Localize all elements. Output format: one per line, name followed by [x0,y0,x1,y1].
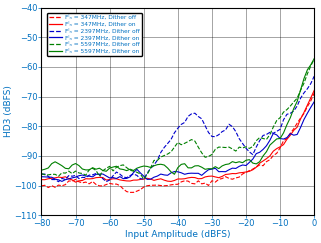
Fᴵₙ = 347MHz, Dither on [39,178,43,181]
Fᴵₙ = 5597MHz, Dither on [213,165,217,168]
Fᴵₙ = 5597MHz, Dither on [265,150,268,153]
Fᴵₙ = 2397MHz, Dither off [278,128,282,131]
Line: Fᴵₙ = 2397MHz, Dither on: Fᴵₙ = 2397MHz, Dither on [41,102,314,182]
Fᴵₙ = 5597MHz, Dither on [39,169,43,172]
Fᴵₙ = 2397MHz, Dither on [193,172,197,175]
Fᴵₙ = 5597MHz, Dither on [312,57,316,60]
Fᴵₙ = 2397MHz, Dither on [265,144,268,147]
Fᴵₙ = 5597MHz, Dither off [213,148,217,151]
Fᴵₙ = 5597MHz, Dither off [288,104,292,107]
Fᴵₙ = 2397MHz, Dither off [213,135,217,138]
Fᴵₙ = 2397MHz, Dither on [278,137,282,140]
Fᴵₙ = 2397MHz, Dither on [39,175,43,178]
Fᴵₙ = 5597MHz, Dither on [193,165,197,167]
Fᴵₙ = 347MHz, Dither on [288,134,292,137]
Fᴵₙ = 347MHz, Dither off [213,181,217,183]
Fᴵₙ = 2397MHz, Dither off [39,173,43,176]
Line: Fᴵₙ = 2397MHz, Dither off: Fᴵₙ = 2397MHz, Dither off [41,76,314,182]
Fᴵₙ = 347MHz, Dither off [312,92,316,95]
Fᴵₙ = 2397MHz, Dither off [244,147,248,150]
Legend: Fᴵₙ = 347MHz, Dither off, Fᴵₙ = 347MHz, Dither on, Fᴵₙ = 2397MHz, Dither off, Fᴵ: Fᴵₙ = 347MHz, Dither off, Fᴵₙ = 347MHz, … [47,13,142,56]
Fᴵₙ = 347MHz, Dither off [244,171,248,174]
Fᴵₙ = 5597MHz, Dither off [193,140,197,143]
Fᴵₙ = 5597MHz, Dither on [278,137,282,140]
Fᴵₙ = 2397MHz, Dither on [213,167,217,170]
X-axis label: Input Amplitude (dBFS): Input Amplitude (dBFS) [125,230,230,239]
Fᴵₙ = 347MHz, Dither on [265,157,268,160]
Fᴵₙ = 5597MHz, Dither off [142,178,146,181]
Fᴵₙ = 5597MHz, Dither off [265,138,268,141]
Line: Fᴵₙ = 5597MHz, Dither off: Fᴵₙ = 5597MHz, Dither off [41,59,314,179]
Fᴵₙ = 347MHz, Dither off [278,146,282,149]
Fᴵₙ = 2397MHz, Dither off [312,75,316,78]
Y-axis label: HD3 (dBFS): HD3 (dBFS) [4,86,13,137]
Fᴵₙ = 5597MHz, Dither off [312,58,316,61]
Fᴵₙ = 2397MHz, Dither on [288,132,292,135]
Fᴵₙ = 2397MHz, Dither on [312,100,316,103]
Fᴵₙ = 2397MHz, Dither off [265,133,268,136]
Fᴵₙ = 5597MHz, Dither off [278,116,282,119]
Fᴵₙ = 2397MHz, Dither off [193,112,197,115]
Fᴵₙ = 347MHz, Dither on [244,171,248,174]
Fᴵₙ = 5597MHz, Dither off [244,145,248,148]
Fᴵₙ = 2397MHz, Dither off [56,180,60,183]
Fᴵₙ = 347MHz, Dither off [193,182,197,185]
Line: Fᴵₙ = 5597MHz, Dither on: Fᴵₙ = 5597MHz, Dither on [41,59,314,174]
Fᴵₙ = 2397MHz, Dither on [60,180,64,183]
Fᴵₙ = 5597MHz, Dither off [39,172,43,175]
Fᴵₙ = 5597MHz, Dither on [244,159,248,162]
Line: Fᴵₙ = 347MHz, Dither off: Fᴵₙ = 347MHz, Dither off [41,93,314,192]
Fᴵₙ = 2397MHz, Dither off [288,112,292,115]
Fᴵₙ = 347MHz, Dither on [74,181,77,184]
Fᴵₙ = 347MHz, Dither off [39,184,43,187]
Fᴵₙ = 5597MHz, Dither on [288,116,292,119]
Fᴵₙ = 347MHz, Dither on [193,176,197,179]
Fᴵₙ = 347MHz, Dither off [265,160,268,163]
Fᴵₙ = 347MHz, Dither on [213,175,217,178]
Fᴵₙ = 2397MHz, Dither on [244,164,248,167]
Line: Fᴵₙ = 347MHz, Dither on: Fᴵₙ = 347MHz, Dither on [41,90,314,182]
Fᴵₙ = 5597MHz, Dither on [172,173,176,176]
Fᴵₙ = 347MHz, Dither off [132,191,135,194]
Fᴵₙ = 347MHz, Dither on [312,89,316,92]
Fᴵₙ = 347MHz, Dither on [278,145,282,148]
Fᴵₙ = 347MHz, Dither off [288,132,292,135]
